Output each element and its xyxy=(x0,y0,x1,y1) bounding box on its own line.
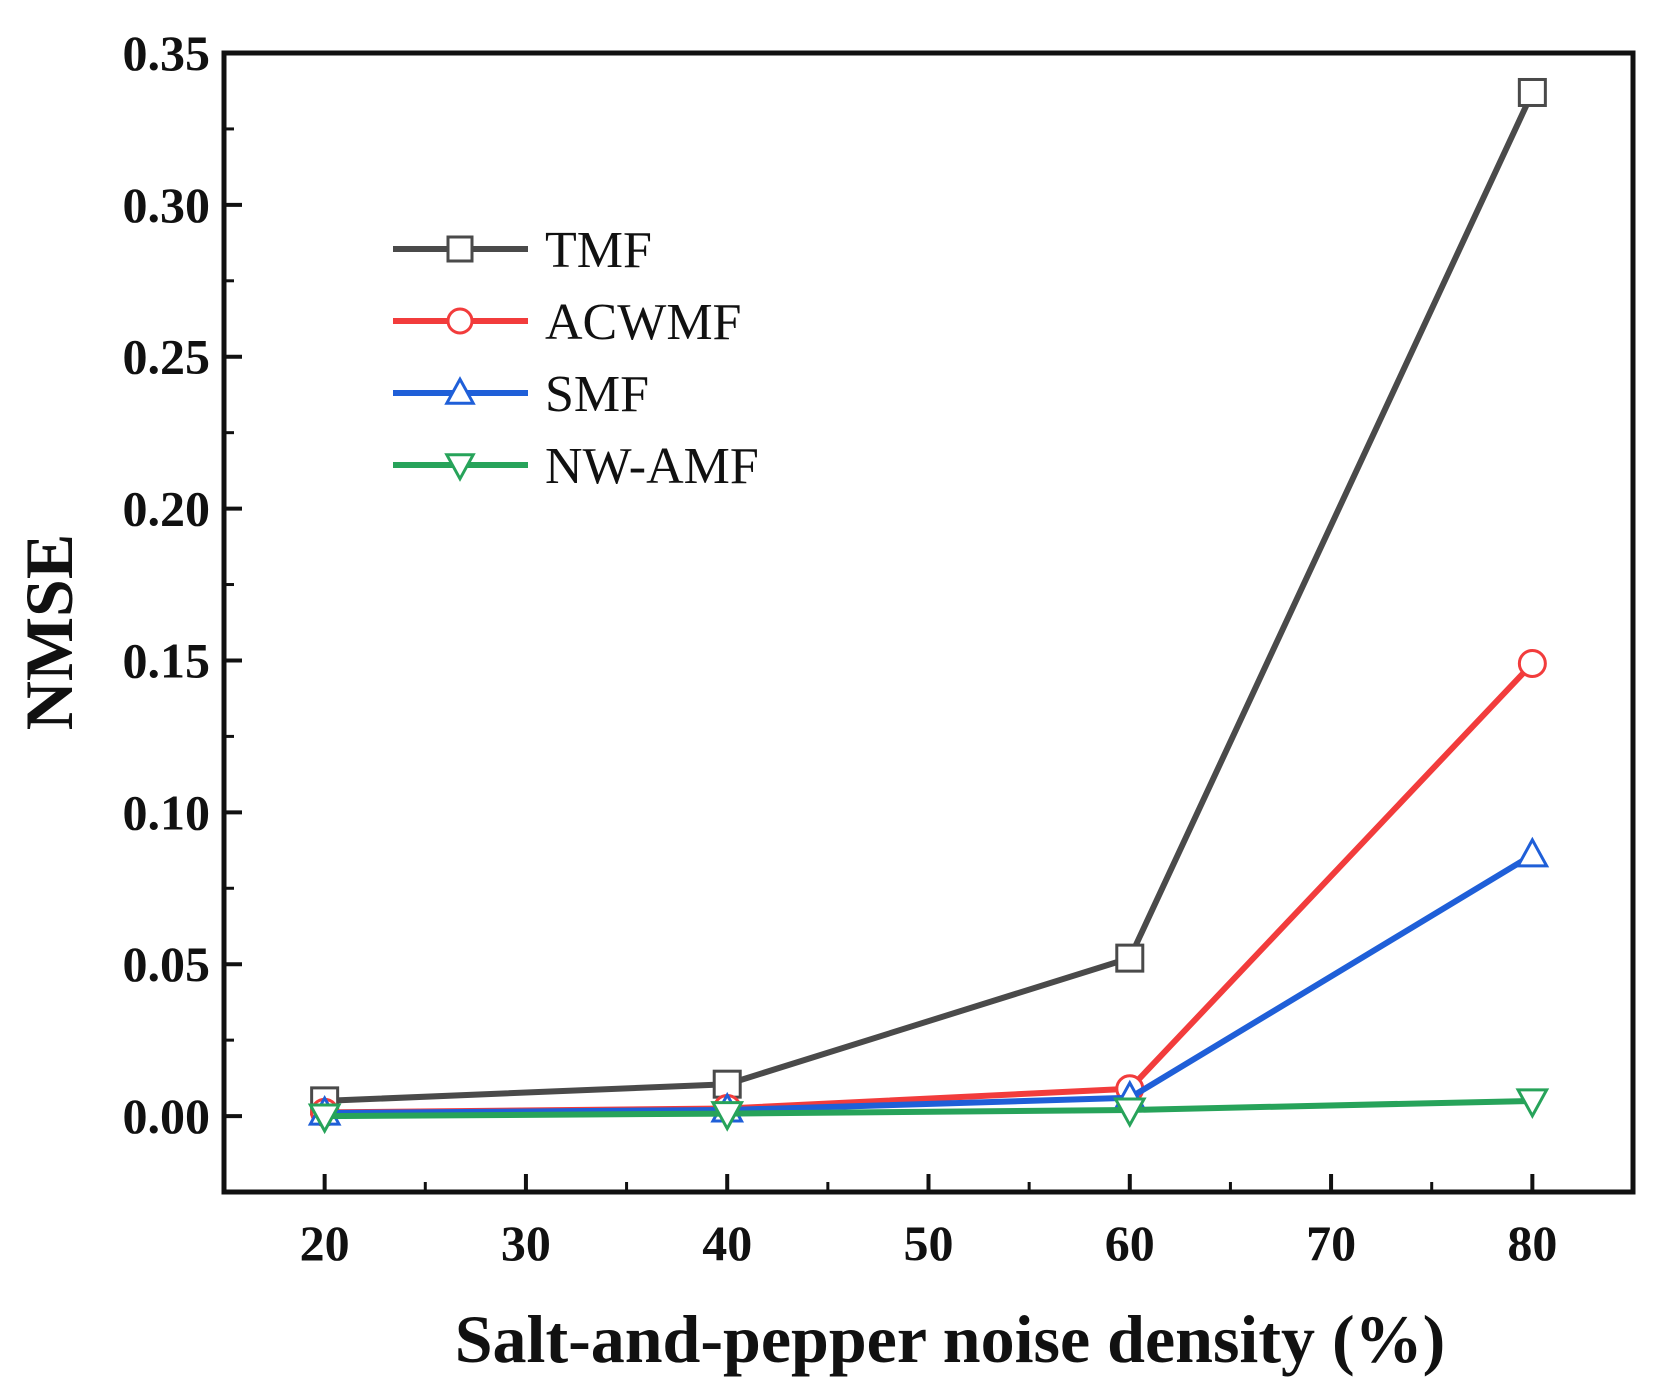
series-nw-amf xyxy=(307,1088,1550,1135)
x-tick-label: 80 xyxy=(1507,1215,1557,1271)
series-line-smf xyxy=(324,852,1534,1116)
y-tick-label: 0.25 xyxy=(123,329,211,385)
x-tick-label: 30 xyxy=(501,1215,551,1271)
series-line-nw-amf xyxy=(324,1097,1533,1120)
data-point-nw-amf xyxy=(1515,1088,1550,1119)
y-tick-label: 0.05 xyxy=(123,936,211,992)
data-point-tmf xyxy=(1115,943,1145,973)
legend-label-acwmf: ACWMF xyxy=(545,294,741,351)
series-line-tmf xyxy=(324,91,1536,1104)
legend-item-acwmf: ACWMF xyxy=(393,294,741,351)
y-axis-title: NMSE xyxy=(11,534,87,730)
data-point-nw-amf xyxy=(710,1101,745,1132)
y-tick-label: 0.30 xyxy=(123,177,211,233)
legend-label-smf: SMF xyxy=(545,366,649,423)
y-tick-label: 0.15 xyxy=(123,632,211,688)
y-tick-label: 0.10 xyxy=(123,784,211,840)
x-tick-label: 40 xyxy=(702,1215,752,1271)
series-lines xyxy=(307,77,1550,1135)
legend-item-nw-amf: NW-AMF xyxy=(393,438,759,495)
y-tick-label: 0.00 xyxy=(123,1088,211,1144)
x-axis-title: Salt-and-pepper noise density (%) xyxy=(455,1301,1446,1377)
legend-marker-smf xyxy=(444,376,476,405)
data-point-acwmf xyxy=(1517,649,1547,679)
data-point-smf xyxy=(1515,836,1550,868)
data-point-nw-amf xyxy=(1112,1097,1147,1129)
legend: TMF ACWMF SMF NW-AMF xyxy=(393,222,759,495)
axes: 20 30 40 50 60 70 80 0.00 0.05 0.10 0.15 0.20 0.25 0.… xyxy=(123,25,1636,1271)
data-point-nw-amf xyxy=(307,1103,342,1135)
legend-label-tmf: TMF xyxy=(545,222,652,279)
x-tick-label: 20 xyxy=(300,1215,350,1271)
y-tick-label: 0.35 xyxy=(123,25,211,81)
legend-marker-tmf xyxy=(446,235,474,263)
data-point-tmf xyxy=(1517,77,1547,107)
x-tick-label: 70 xyxy=(1306,1215,1356,1271)
legend-item-tmf: TMF xyxy=(393,222,652,279)
legend-label-nw-amf: NW-AMF xyxy=(545,438,759,495)
x-tick-label: 50 xyxy=(904,1215,954,1271)
y-tick-label: 0.20 xyxy=(123,481,211,537)
legend-marker-nw-amf xyxy=(444,453,476,482)
legend-item-smf: SMF xyxy=(393,366,649,423)
legend-marker-acwmf xyxy=(446,307,474,335)
x-tick-label: 60 xyxy=(1105,1215,1155,1271)
